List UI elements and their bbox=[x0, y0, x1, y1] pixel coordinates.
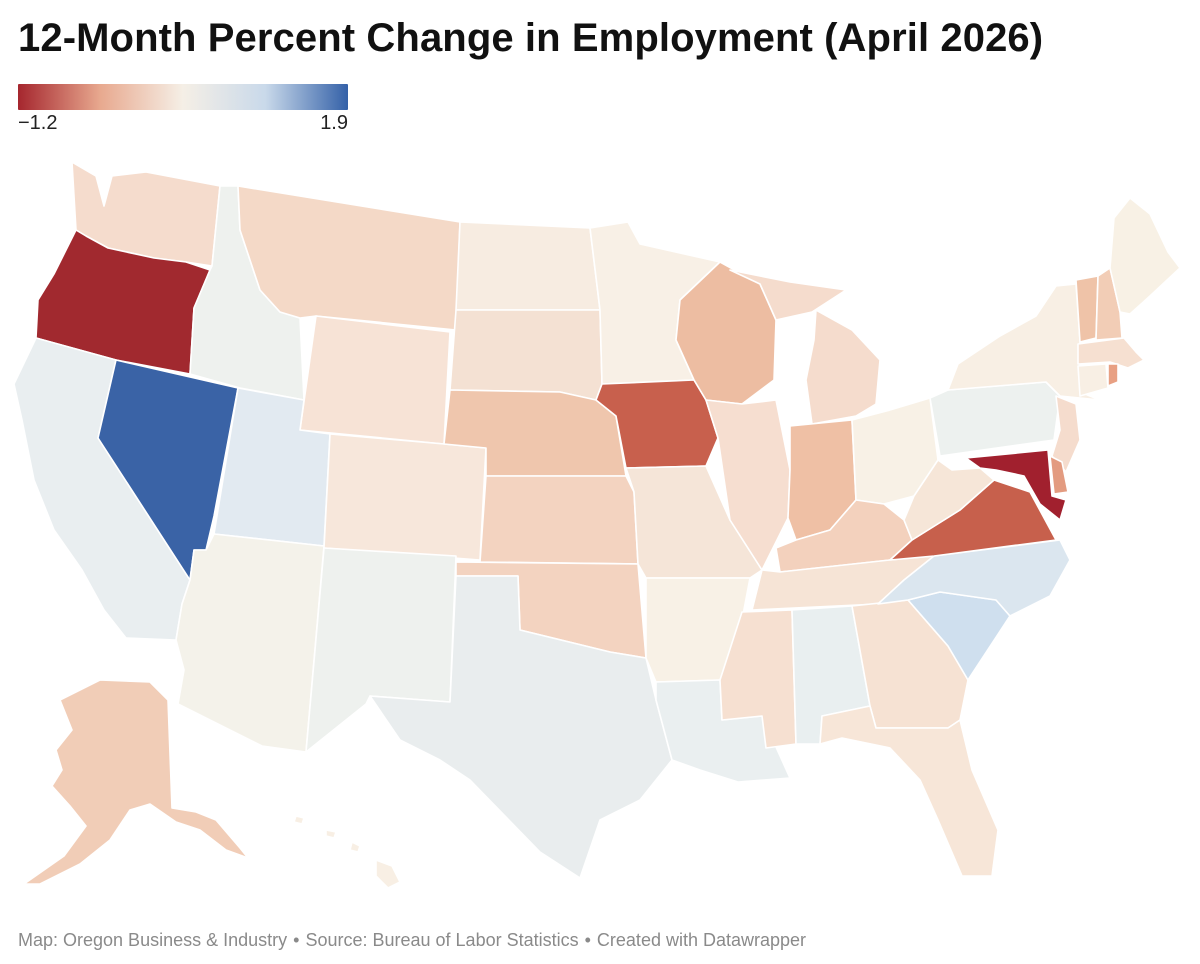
state-south-dakota[interactable] bbox=[449, 309, 603, 401]
legend-min-label: −1.2 bbox=[18, 112, 58, 134]
state-arizona[interactable] bbox=[175, 533, 325, 753]
state-hawaii[interactable] bbox=[293, 815, 401, 889]
state-north-carolina[interactable] bbox=[877, 539, 1071, 617]
state-north-dakota[interactable] bbox=[455, 221, 601, 311]
legend-max-label: 1.9 bbox=[320, 112, 348, 134]
state-new-jersey[interactable] bbox=[1051, 395, 1081, 473]
state-connecticut[interactable] bbox=[1077, 363, 1109, 397]
map-title: 12-Month Percent Change in Employment (A… bbox=[18, 16, 1044, 60]
legend-labels: −1.2 1.9 bbox=[18, 112, 348, 138]
legend-gradient-bar bbox=[18, 84, 348, 110]
state-wyoming[interactable] bbox=[299, 315, 451, 445]
state-massachusetts[interactable] bbox=[1077, 337, 1145, 369]
map-footer: Map: Oregon Business & Industry • Source: … bbox=[18, 930, 806, 951]
state-florida[interactable] bbox=[819, 705, 999, 877]
state-rhode-island[interactable] bbox=[1107, 363, 1119, 387]
state-pennsylvania[interactable] bbox=[929, 381, 1061, 457]
state-michigan[interactable] bbox=[729, 269, 881, 425]
state-alaska[interactable] bbox=[23, 679, 249, 885]
map-credit: Map: Oregon Business & Industry bbox=[18, 930, 288, 950]
map-canvas bbox=[13, 161, 1181, 889]
state-vermont[interactable] bbox=[1075, 275, 1099, 343]
tool-credit: Created with Datawrapper bbox=[596, 930, 807, 950]
color-legend: −1.2 1.9 bbox=[18, 84, 348, 138]
footer-separator: • bbox=[584, 930, 591, 950]
state-maryland[interactable] bbox=[965, 449, 1067, 521]
source-credit: Source: Bureau of Labor Statistics bbox=[305, 930, 579, 950]
state-colorado[interactable] bbox=[323, 433, 487, 561]
state-new-hampshire[interactable] bbox=[1095, 267, 1123, 341]
state-kansas[interactable] bbox=[479, 475, 639, 565]
state-delaware[interactable] bbox=[1049, 455, 1069, 495]
state-maine[interactable] bbox=[1109, 197, 1181, 315]
us-choropleth-map bbox=[0, 140, 1200, 910]
footer-separator: • bbox=[293, 930, 300, 950]
state-texas[interactable] bbox=[369, 575, 673, 879]
